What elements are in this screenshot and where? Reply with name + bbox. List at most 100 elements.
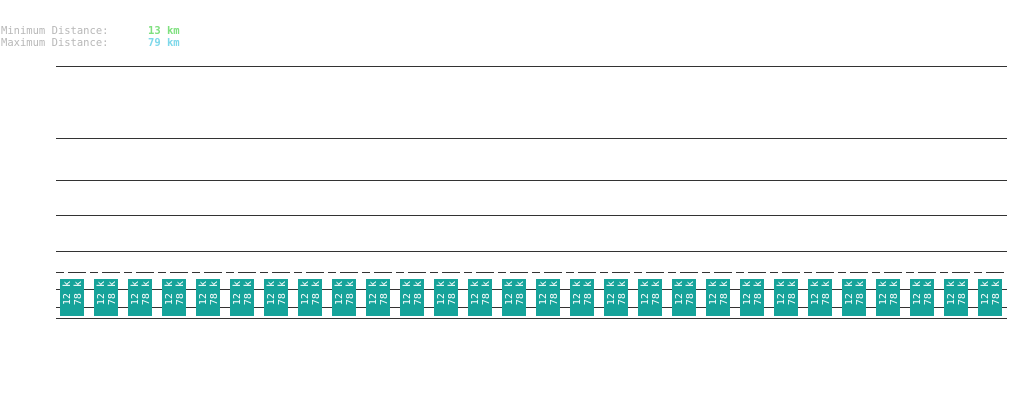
bar-1: 12 k 78 k: [60, 279, 84, 316]
bar-7: 12 k 78 k: [264, 279, 288, 316]
bar-19: 12 k 78 k: [672, 279, 696, 316]
bar-label-2: 78 k: [277, 281, 288, 305]
bar-17: 12 k 78 k: [604, 279, 628, 316]
bar-label-2: 78 k: [243, 281, 254, 305]
bar-rect: [808, 279, 832, 316]
bar-label-1: 12 k: [946, 281, 957, 305]
bar-24: 12 k 78 k: [842, 279, 866, 316]
grid-lines: [56, 66, 1007, 319]
bar-label-2: 78 k: [107, 281, 118, 305]
max-distance-row: Maximum Distance: 79 km: [1, 37, 180, 49]
bar-rect: [94, 279, 118, 316]
bar-rect: [366, 279, 390, 316]
bar-label-2: 78 k: [447, 281, 458, 305]
bar-label-2: 78 k: [889, 281, 900, 305]
bar-label-1: 12 k: [538, 281, 549, 305]
bar-label-2: 78 k: [821, 281, 832, 305]
bar-rect: [910, 279, 934, 316]
bar-9: 12 k 78 k: [332, 279, 356, 316]
bar-25: 12 k 78 k: [876, 279, 900, 316]
bar-rect: [706, 279, 730, 316]
bar-label-1: 12 k: [844, 281, 855, 305]
bar-4: 12 k 78 k: [162, 279, 186, 316]
bar-label-2: 78 k: [787, 281, 798, 305]
bar-rect: [434, 279, 458, 316]
bar-rect: [944, 279, 968, 316]
min-distance-value: 13 km: [148, 25, 180, 37]
bar-label-2: 78 k: [413, 281, 424, 305]
bar-label-2: 78 k: [515, 281, 526, 305]
bar-20: 12 k 78 k: [706, 279, 730, 316]
bar-rect: [536, 279, 560, 316]
bar-label-2: 78 k: [379, 281, 390, 305]
bar-label-2: 78 k: [685, 281, 696, 305]
bar-label-1: 12 k: [742, 281, 753, 305]
bar-rect: [230, 279, 254, 316]
bar-label-2: 78 k: [73, 281, 84, 305]
bar-label-2: 78 k: [617, 281, 628, 305]
bar-label-2: 78 k: [957, 281, 968, 305]
bar-11: 12 k 78 k: [400, 279, 424, 316]
bar-label-2: 78 k: [923, 281, 934, 305]
bar-3: 12 k 78 k: [128, 279, 152, 316]
bar-label-2: 78 k: [481, 281, 492, 305]
bar-label-1: 12 k: [640, 281, 651, 305]
bar-21: 12 k 78 k: [740, 279, 764, 316]
bar-26: 12 k 78 k: [910, 279, 934, 316]
bar-label-1: 12 k: [96, 281, 107, 305]
bar-label-1: 12 k: [810, 281, 821, 305]
bar-5: 12 k 78 k: [196, 279, 220, 316]
bar-rect: [570, 279, 594, 316]
min-distance-label: Minimum Distance:: [1, 25, 109, 37]
bar-rect: [502, 279, 526, 316]
bar-rect: [468, 279, 492, 316]
bar-label-2: 78 k: [311, 281, 322, 305]
max-distance-label: Maximum Distance:: [1, 37, 109, 49]
bar-rect: [604, 279, 628, 316]
bar-27: 12 k 78 k: [944, 279, 968, 316]
bar-18: 12 k 78 k: [638, 279, 662, 316]
bar-label-2: 78 k: [991, 281, 1002, 305]
bar-label-1: 12 k: [470, 281, 481, 305]
bar-15: 12 k 78 k: [536, 279, 560, 316]
bar-label-1: 12 k: [62, 281, 73, 305]
bar-label-1: 12 k: [368, 281, 379, 305]
bar-label-2: 78 k: [141, 281, 152, 305]
bar-label-1: 12 k: [504, 281, 515, 305]
bar-label-1: 12 k: [266, 281, 277, 305]
bar-label-1: 12 k: [232, 281, 243, 305]
max-distance-value: 79 km: [148, 37, 180, 49]
bar-label-2: 78 k: [719, 281, 730, 305]
bar-23: 12 k 78 k: [808, 279, 832, 316]
bar-label-2: 78 k: [753, 281, 764, 305]
bar-rect: [740, 279, 764, 316]
distance-stats: Minimum Distance: 13 km Maximum Distance…: [1, 25, 180, 49]
bar-13: 12 k 78 k: [468, 279, 492, 316]
bar-label-2: 78 k: [855, 281, 866, 305]
bar-16: 12 k 78 k: [570, 279, 594, 316]
bars: 12 k 78 k 12 k 78 k 12 k 78 k 12 k 78 k 12 k 78 k…: [60, 279, 1002, 316]
bar-rect: [332, 279, 356, 316]
bar-rect: [264, 279, 288, 316]
bar-label-2: 78 k: [209, 281, 220, 305]
bar-label-1: 12 k: [878, 281, 889, 305]
bar-label-1: 12 k: [606, 281, 617, 305]
bar-label-2: 78 k: [175, 281, 186, 305]
bar-label-2: 78 k: [651, 281, 662, 305]
bar-label-1: 12 k: [776, 281, 787, 305]
bar-rect: [978, 279, 1002, 316]
bar-label-1: 12 k: [674, 281, 685, 305]
bar-rect: [196, 279, 220, 316]
bar-8: 12 k 78 k: [298, 279, 322, 316]
bar-6: 12 k 78 k: [230, 279, 254, 316]
bar-label-1: 12 k: [912, 281, 923, 305]
bar-label-2: 78 k: [583, 281, 594, 305]
bar-14: 12 k 78 k: [502, 279, 526, 316]
bar-label-1: 12 k: [402, 281, 413, 305]
bar-rect: [298, 279, 322, 316]
bar-label-1: 12 k: [164, 281, 175, 305]
bar-rect: [672, 279, 696, 316]
bar-28: 12 k 78 k: [978, 279, 1002, 316]
min-distance-row: Minimum Distance: 13 km: [1, 25, 180, 37]
